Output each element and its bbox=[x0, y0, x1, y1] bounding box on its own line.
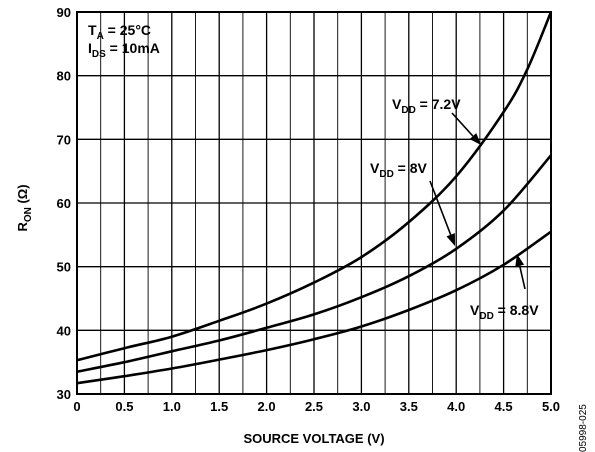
plot-frame bbox=[76, 11, 552, 395]
y-axis-title-sub: ON bbox=[23, 207, 34, 222]
figure-id: 05998-025 bbox=[578, 404, 589, 452]
temperature-condition: TA = 25°C bbox=[88, 22, 151, 42]
series-label-vdd-8v: VDD = 8V bbox=[370, 160, 428, 180]
y-tick-labels: 30 40 50 60 70 80 90 bbox=[57, 5, 71, 402]
arrow-vdd-8-8v bbox=[515, 254, 526, 290]
grid bbox=[77, 12, 551, 394]
x-tick-label: 0.5 bbox=[115, 399, 133, 414]
arrow-vdd-8v bbox=[429, 180, 455, 246]
series-label-vdd-8-8v: VDD = 8.8V bbox=[470, 302, 539, 322]
x-tick-label: 2.5 bbox=[305, 399, 323, 414]
x-tick-label: 1.0 bbox=[163, 399, 181, 414]
current-condition: IDS = 10mA bbox=[88, 40, 160, 60]
y-tick-label: 30 bbox=[57, 387, 71, 402]
series-line-vdd-7-2v bbox=[76, 11, 553, 362]
y-tick-label: 40 bbox=[57, 323, 71, 338]
x-tick-label: 0 bbox=[73, 399, 80, 414]
x-tick-label: 3.5 bbox=[400, 399, 418, 414]
x-tick-label: 5.0 bbox=[542, 399, 560, 414]
label-arrows bbox=[429, 112, 526, 290]
y-tick-label: 70 bbox=[57, 132, 71, 147]
x-axis-title: SOURCE VOLTAGE (V) bbox=[243, 431, 384, 446]
y-axis-title: RON (Ω) bbox=[15, 184, 34, 231]
y-axis-title-rest: (Ω) bbox=[15, 184, 30, 207]
series-line-vdd-8-8v bbox=[76, 230, 552, 385]
curves bbox=[76, 11, 553, 385]
x-tick-label: 4.0 bbox=[447, 399, 465, 414]
x-tick-label: 2.0 bbox=[258, 399, 276, 414]
x-tick-label: 3.0 bbox=[352, 399, 370, 414]
series-label-vdd-7-2v: VDD = 7.2V bbox=[392, 96, 461, 116]
y-tick-label: 90 bbox=[57, 5, 71, 20]
x-tick-label: 1.5 bbox=[210, 399, 228, 414]
x-tick-labels: 0 0.5 1.0 1.5 2.0 2.5 3.0 3.5 4.0 4.5 5.0 bbox=[73, 399, 560, 414]
arrow-vdd-7-2v bbox=[451, 112, 481, 145]
series-labels: VDD = 7.2V VDD = 8V VDD = 8.8V bbox=[370, 96, 539, 322]
series-line-vdd-8v bbox=[76, 154, 552, 373]
y-tick-label: 80 bbox=[57, 69, 71, 84]
y-tick-label: 60 bbox=[57, 196, 71, 211]
y-axis-title-main: R bbox=[15, 222, 30, 232]
y-tick-label: 50 bbox=[57, 260, 71, 275]
x-tick-label: 4.5 bbox=[495, 399, 513, 414]
